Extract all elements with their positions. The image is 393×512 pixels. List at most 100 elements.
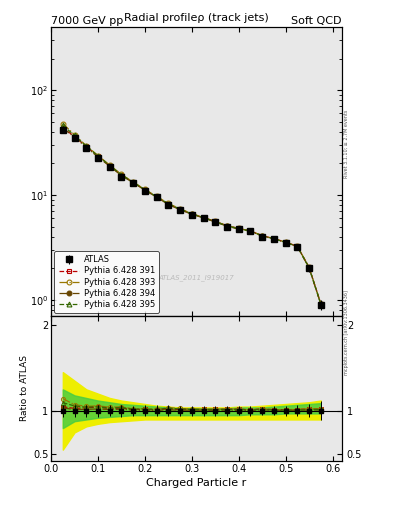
Pythia 6.428 395 [225, 223, 230, 229]
Legend: ATLAS, Pythia 6.428 391, Pythia 6.428 393, Pythia 6.428 394, Pythia 6.428 395: ATLAS, Pythia 6.428 391, Pythia 6.428 39… [54, 251, 159, 313]
Pythia 6.428 395 [318, 301, 323, 307]
X-axis label: Charged Particle r: Charged Particle r [146, 478, 247, 488]
Pythia 6.428 393 [72, 132, 77, 138]
Pythia 6.428 391 [61, 124, 65, 131]
Title: Radial profileρ (track jets): Radial profileρ (track jets) [124, 13, 269, 24]
Pythia 6.428 395 [295, 243, 300, 249]
Pythia 6.428 394 [260, 233, 264, 239]
Pythia 6.428 393 [225, 223, 230, 229]
Pythia 6.428 393 [95, 153, 100, 159]
Pythia 6.428 391 [272, 236, 276, 242]
Text: mcplots.cern.ch [arXiv:1306.3436]: mcplots.cern.ch [arXiv:1306.3436] [344, 290, 349, 375]
Pythia 6.428 391 [283, 239, 288, 245]
Pythia 6.428 391 [166, 201, 171, 207]
Text: 7000 GeV pp: 7000 GeV pp [51, 16, 123, 26]
Pythia 6.428 393 [131, 179, 136, 185]
Pythia 6.428 395 [119, 172, 124, 178]
Pythia 6.428 393 [318, 301, 323, 307]
Pythia 6.428 395 [213, 219, 218, 225]
Pythia 6.428 393 [61, 120, 65, 126]
Pythia 6.428 393 [236, 225, 241, 231]
Pythia 6.428 395 [84, 143, 89, 150]
Pythia 6.428 394 [95, 154, 100, 160]
Pythia 6.428 394 [84, 144, 89, 151]
Pythia 6.428 393 [283, 239, 288, 245]
Pythia 6.428 394 [248, 228, 253, 234]
Pythia 6.428 395 [107, 162, 112, 168]
Pythia 6.428 391 [236, 225, 241, 231]
Pythia 6.428 395 [154, 194, 159, 200]
Pythia 6.428 395 [178, 206, 182, 212]
Pythia 6.428 395 [61, 122, 65, 129]
Pythia 6.428 391 [318, 301, 323, 307]
Pythia 6.428 394 [225, 223, 230, 229]
Pythia 6.428 394 [272, 236, 276, 242]
Pythia 6.428 391 [107, 163, 112, 169]
Line: Pythia 6.428 395: Pythia 6.428 395 [61, 123, 323, 306]
Pythia 6.428 391 [307, 264, 311, 270]
Pythia 6.428 393 [213, 218, 218, 224]
Pythia 6.428 394 [154, 194, 159, 200]
Y-axis label: Ratio to ATLAS: Ratio to ATLAS [20, 355, 29, 421]
Pythia 6.428 391 [225, 223, 230, 229]
Pythia 6.428 395 [236, 226, 241, 232]
Pythia 6.428 391 [95, 153, 100, 159]
Pythia 6.428 391 [131, 179, 136, 185]
Pythia 6.428 394 [72, 134, 77, 140]
Pythia 6.428 394 [213, 219, 218, 225]
Pythia 6.428 395 [189, 211, 194, 217]
Pythia 6.428 394 [283, 240, 288, 246]
Pythia 6.428 393 [307, 264, 311, 270]
Line: Pythia 6.428 393: Pythia 6.428 393 [61, 121, 323, 306]
Pythia 6.428 391 [178, 206, 182, 212]
Pythia 6.428 394 [143, 187, 147, 194]
Text: ATLAS_2011_I919017: ATLAS_2011_I919017 [159, 275, 234, 282]
Pythia 6.428 394 [236, 226, 241, 232]
Line: Pythia 6.428 391: Pythia 6.428 391 [61, 125, 323, 306]
Pythia 6.428 391 [154, 194, 159, 200]
Line: Pythia 6.428 394: Pythia 6.428 394 [61, 125, 323, 307]
Pythia 6.428 393 [166, 200, 171, 206]
Text: Rivet 3.1.10; ≥ 2.7M events: Rivet 3.1.10; ≥ 2.7M events [344, 109, 349, 178]
Pythia 6.428 391 [72, 134, 77, 140]
Pythia 6.428 393 [248, 228, 253, 234]
Pythia 6.428 391 [260, 232, 264, 239]
Pythia 6.428 393 [295, 243, 300, 249]
Text: Soft QCD: Soft QCD [292, 16, 342, 26]
Pythia 6.428 394 [166, 202, 171, 208]
Pythia 6.428 395 [260, 233, 264, 239]
Pythia 6.428 391 [295, 243, 300, 249]
Pythia 6.428 391 [84, 143, 89, 150]
Pythia 6.428 394 [178, 206, 182, 212]
Pythia 6.428 393 [154, 194, 159, 200]
Pythia 6.428 395 [307, 265, 311, 271]
Pythia 6.428 393 [84, 143, 89, 149]
Pythia 6.428 395 [95, 153, 100, 159]
Pythia 6.428 395 [166, 201, 171, 207]
Pythia 6.428 394 [307, 265, 311, 271]
Pythia 6.428 395 [283, 240, 288, 246]
Pythia 6.428 394 [119, 173, 124, 179]
Pythia 6.428 393 [119, 172, 124, 178]
Pythia 6.428 391 [119, 172, 124, 178]
Pythia 6.428 393 [178, 206, 182, 212]
Pythia 6.428 395 [131, 179, 136, 185]
Pythia 6.428 394 [131, 180, 136, 186]
Pythia 6.428 391 [248, 228, 253, 234]
Pythia 6.428 391 [201, 215, 206, 221]
Pythia 6.428 393 [143, 186, 147, 193]
Pythia 6.428 391 [189, 211, 194, 217]
Pythia 6.428 393 [201, 215, 206, 221]
Pythia 6.428 394 [318, 301, 323, 307]
Pythia 6.428 391 [143, 187, 147, 193]
Pythia 6.428 395 [248, 228, 253, 234]
Pythia 6.428 393 [260, 232, 264, 239]
Pythia 6.428 394 [61, 125, 65, 131]
Pythia 6.428 395 [143, 186, 147, 193]
Pythia 6.428 394 [189, 211, 194, 218]
Pythia 6.428 394 [107, 163, 112, 169]
Pythia 6.428 394 [295, 244, 300, 250]
Pythia 6.428 393 [272, 236, 276, 242]
Pythia 6.428 395 [272, 236, 276, 242]
Pythia 6.428 395 [201, 215, 206, 221]
